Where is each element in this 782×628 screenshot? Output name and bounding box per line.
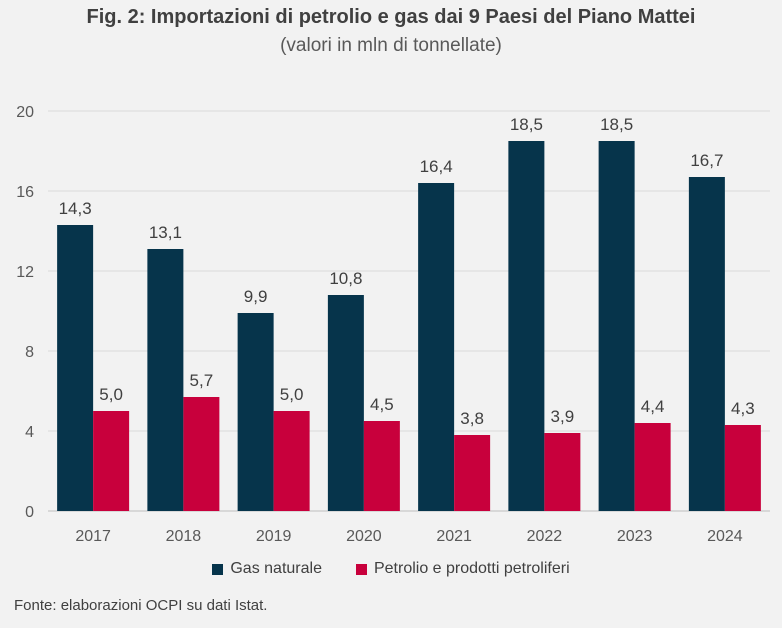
y-tick-label: 12	[16, 264, 34, 281]
data-label-petrolio: 3,9	[551, 407, 575, 426]
chart-title: Fig. 2: Importazioni di petrolio e gas d…	[86, 6, 696, 28]
bar-petrolio	[724, 425, 761, 511]
x-tick-label: 2021	[436, 528, 472, 545]
data-label-petrolio: 5,0	[99, 385, 123, 404]
legend-swatch-gas	[212, 563, 224, 575]
bar-petrolio	[363, 421, 400, 511]
data-label-gas: 10,8	[329, 269, 362, 288]
bar-gas	[598, 141, 635, 511]
y-tick-label: 20	[16, 104, 34, 121]
data-label-petrolio: 4,5	[370, 395, 394, 414]
legend-item-petrolio: Petrolio e prodotti petroliferi	[355, 560, 570, 578]
data-label-gas: 14,3	[59, 199, 92, 218]
bar-petrolio	[454, 435, 491, 511]
x-tick-label: 2023	[617, 528, 653, 545]
legend-label-gas: Gas naturale	[230, 560, 322, 577]
bar-petrolio	[544, 433, 581, 511]
bar-gas	[688, 177, 725, 511]
bar-gas	[418, 183, 455, 511]
bar-petrolio	[273, 411, 310, 511]
source-note: Fonte: elaborazioni OCPI su dati Istat.	[14, 597, 268, 614]
legend-item-gas: Gas naturale	[212, 560, 322, 578]
bar-gas	[327, 295, 364, 511]
y-tick-label: 4	[25, 424, 34, 441]
y-tick-label: 0	[25, 504, 34, 521]
y-tick-label: 8	[25, 344, 34, 361]
chart-subtitle: (valori in mln di tonnellate)	[280, 35, 502, 56]
bar-chart: 0 4 8 12 16 20 14,3 5,0 2017 13,1 5,7 2018 9,9 5,0 201…	[16, 104, 770, 545]
data-label-gas: 18,5	[510, 115, 543, 134]
data-label-petrolio: 5,0	[280, 385, 304, 404]
legend-label-petrolio: Petrolio e prodotti petroliferi	[373, 560, 570, 577]
bar-gas	[237, 313, 274, 511]
x-tick-label: 2017	[75, 528, 111, 545]
bar-gas	[508, 141, 545, 511]
bar-petrolio	[93, 411, 130, 511]
bar-gas	[147, 249, 184, 511]
data-label-petrolio: 5,7	[190, 371, 214, 390]
data-label-petrolio: 3,8	[460, 409, 484, 428]
bar-petrolio	[183, 397, 220, 511]
data-label-gas: 13,1	[149, 223, 182, 242]
x-tick-label: 2020	[346, 528, 382, 545]
data-label-gas: 16,7	[690, 151, 723, 170]
x-tick-label: 2022	[527, 528, 563, 545]
data-label-gas: 9,9	[244, 287, 268, 306]
bar-gas	[57, 225, 94, 511]
x-tick-label: 2024	[707, 528, 743, 545]
x-tick-label: 2019	[256, 528, 292, 545]
legend-swatch-petrolio	[355, 563, 367, 575]
x-tick-label: 2018	[166, 528, 202, 545]
data-label-petrolio: 4,3	[731, 399, 755, 418]
data-label-gas: 16,4	[420, 157, 453, 176]
legend: Gas naturale Petrolio e prodotti petroli…	[0, 560, 782, 578]
bar-petrolio	[634, 423, 671, 511]
data-label-gas: 18,5	[600, 115, 633, 134]
data-label-petrolio: 4,4	[641, 397, 665, 416]
y-tick-label: 16	[16, 184, 34, 201]
